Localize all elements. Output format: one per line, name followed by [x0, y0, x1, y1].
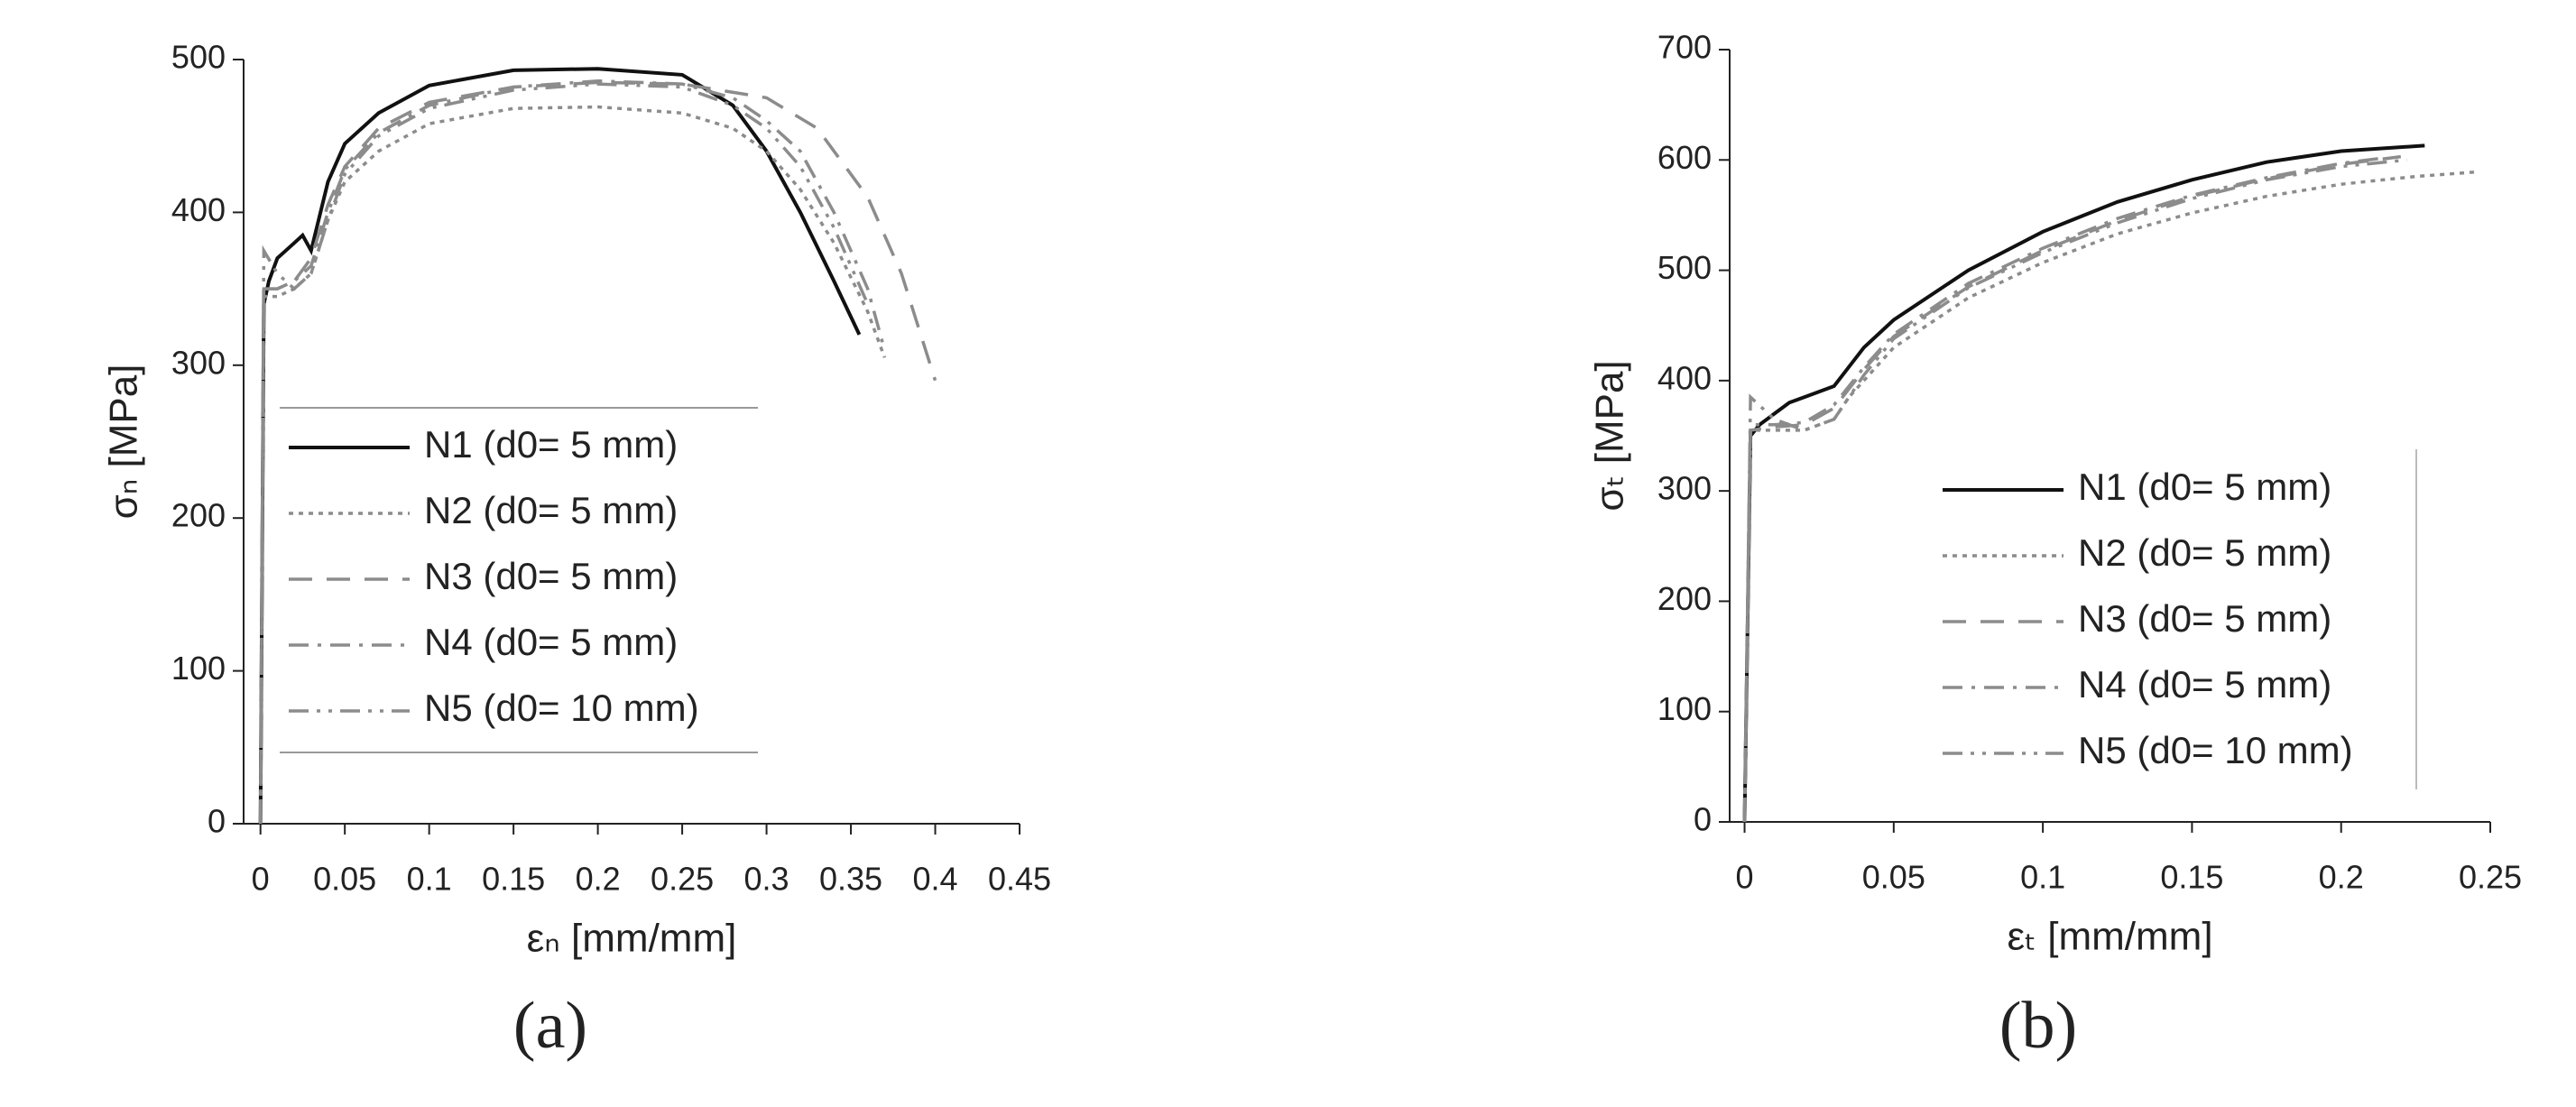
y-tick-label: 400: [171, 191, 226, 228]
x-tick-label: 0.4: [912, 861, 957, 898]
y-tick-label: 300: [171, 344, 226, 381]
legend-label: N1 (d0= 5 mm): [424, 423, 678, 466]
x-tick-label: 0.15: [2160, 859, 2223, 896]
series-line: [258, 78, 887, 825]
legend-label: N1 (d0= 5 mm): [2078, 466, 2331, 508]
legend-label: N3 (d0= 5 mm): [2078, 597, 2331, 640]
y-tick-label: 200: [1657, 580, 1712, 617]
series-line: [258, 80, 937, 825]
y-tick-label: 200: [171, 497, 226, 534]
x-axis-label: εₜ [mm/mm]: [2007, 915, 2212, 959]
y-tick-label: 0: [1694, 801, 1712, 838]
series-line: [1742, 158, 2407, 823]
x-tick-label: 0.2: [2319, 859, 2364, 896]
series-line: [1742, 143, 2425, 823]
legend-label: N2 (d0= 5 mm): [424, 489, 678, 531]
x-tick-label: 0.35: [819, 861, 882, 898]
x-tick-label: 0.15: [482, 861, 545, 898]
legend-label: N3 (d0= 5 mm): [424, 555, 678, 597]
series-line: [258, 67, 862, 825]
y-tick-label: 300: [1657, 470, 1712, 507]
y-tick-label: 500: [1657, 249, 1712, 286]
x-tick-label: 0.3: [744, 861, 789, 898]
legend-label: N2 (d0= 5 mm): [2078, 531, 2331, 574]
y-tick-label: 700: [1657, 29, 1712, 66]
panel-label: (a): [513, 989, 587, 1063]
x-tick-label: 0.05: [1862, 859, 1925, 896]
y-axis-label: σₙ [MPa]: [102, 364, 146, 520]
y-tick-label: 500: [171, 39, 226, 76]
y-tick-label: 100: [171, 650, 226, 687]
x-tick-label: 0.05: [313, 861, 376, 898]
y-axis-label: σₜ [MPa]: [1588, 360, 1632, 511]
y-tick-label: 100: [1657, 690, 1712, 727]
x-tick-label: 0: [252, 861, 270, 898]
y-tick-label: 600: [1657, 139, 1712, 176]
legend-label: N4 (d0= 5 mm): [2078, 663, 2331, 706]
x-tick-label: 0.45: [988, 861, 1051, 898]
y-tick-label: 400: [1657, 359, 1712, 396]
legend-label: N5 (d0= 10 mm): [424, 687, 699, 729]
series-line: [1742, 156, 2387, 823]
panel-label: (b): [1999, 989, 2077, 1063]
legend-label: N4 (d0= 5 mm): [424, 621, 678, 663]
x-tick-label: 0.2: [576, 861, 621, 898]
y-tick-label: 0: [208, 803, 226, 840]
x-tick-label: 0: [1736, 859, 1754, 896]
x-tick-label: 0.1: [2020, 859, 2065, 896]
legend-label: N5 (d0= 10 mm): [2078, 729, 2353, 771]
x-tick-label: 0.25: [651, 861, 714, 898]
x-tick-label: 0.25: [2459, 859, 2522, 896]
series-line: [258, 82, 870, 825]
series-line: [258, 105, 887, 825]
x-axis-label: εₙ [mm/mm]: [527, 917, 737, 961]
x-tick-label: 0.1: [407, 861, 452, 898]
